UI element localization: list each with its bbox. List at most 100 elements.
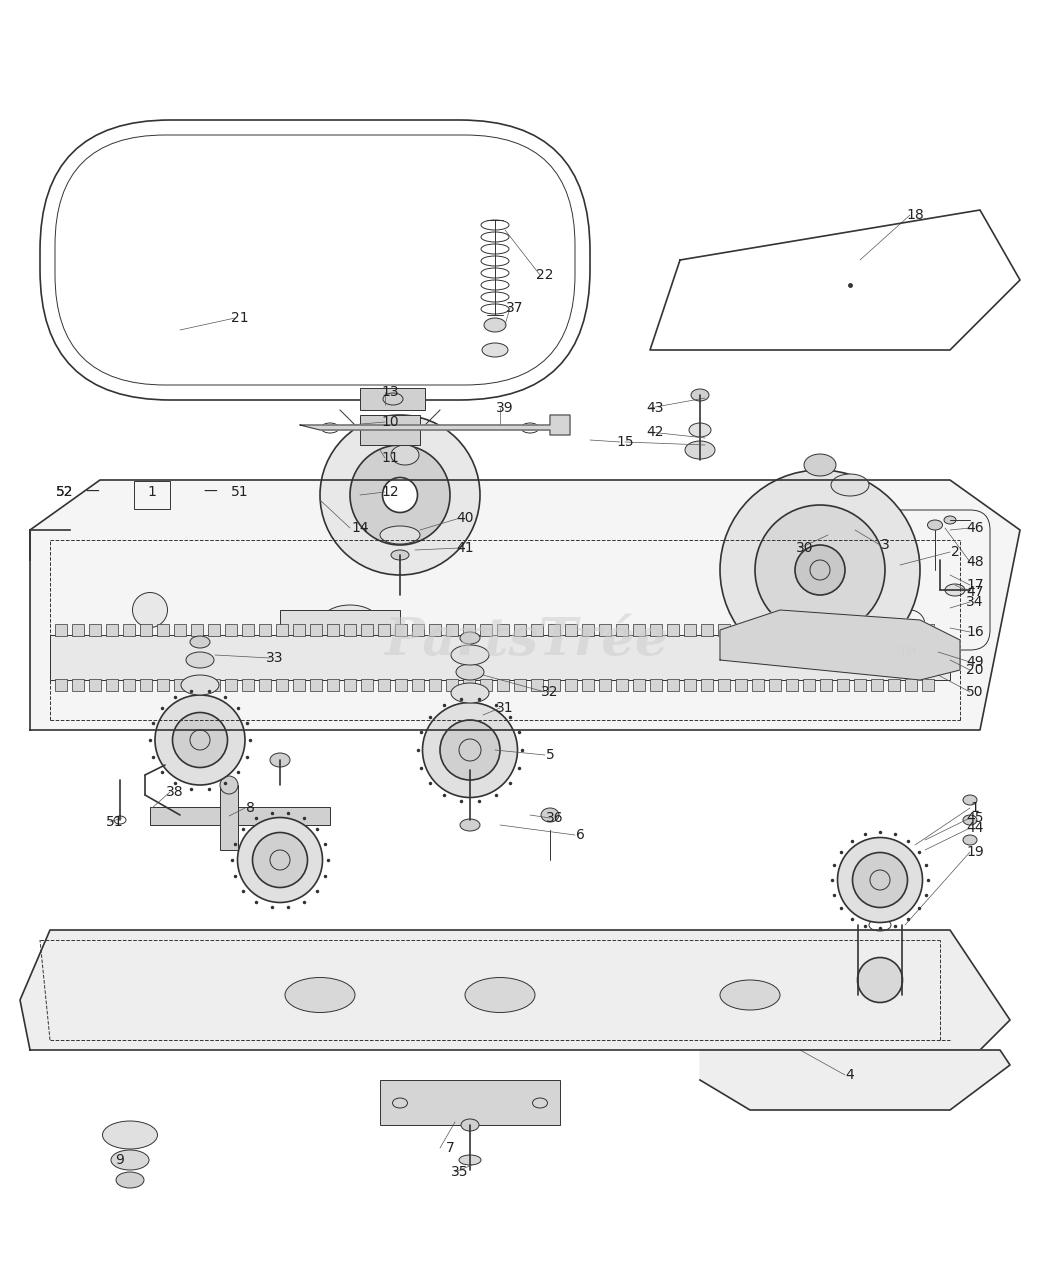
Bar (89, 623, 101, 636)
Bar (55, 623, 67, 636)
Polygon shape (20, 931, 1010, 1050)
Bar (480, 623, 492, 636)
Text: 52: 52 (56, 485, 74, 499)
Text: 51: 51 (231, 485, 249, 499)
Bar (616, 623, 628, 636)
Ellipse shape (461, 1119, 479, 1132)
Bar (280, 611, 400, 666)
Bar (803, 678, 815, 691)
Bar (361, 678, 373, 691)
Bar (50, 635, 950, 680)
Bar (497, 623, 509, 636)
Bar (157, 623, 169, 636)
Bar (344, 678, 356, 691)
Bar (888, 678, 901, 691)
Bar (463, 678, 476, 691)
Text: 44: 44 (966, 820, 984, 835)
Bar (701, 678, 713, 691)
Ellipse shape (116, 1172, 144, 1188)
Bar (191, 678, 203, 691)
Bar (360, 415, 420, 445)
Bar (225, 623, 237, 636)
Text: 14: 14 (351, 521, 369, 535)
Bar (633, 623, 645, 636)
Ellipse shape (423, 703, 518, 797)
Text: 7: 7 (446, 1140, 454, 1155)
Bar (905, 623, 917, 636)
Bar (72, 678, 84, 691)
Text: 11: 11 (381, 451, 399, 465)
Bar (803, 623, 815, 636)
Bar (871, 678, 883, 691)
Bar (531, 623, 543, 636)
Ellipse shape (380, 526, 420, 544)
Ellipse shape (852, 852, 908, 908)
Polygon shape (31, 480, 1020, 730)
Text: PartsTrée: PartsTrée (384, 614, 668, 666)
Ellipse shape (102, 1121, 158, 1149)
Bar (514, 623, 526, 636)
Bar (735, 623, 747, 636)
Bar (225, 678, 237, 691)
Ellipse shape (809, 639, 831, 660)
Bar (446, 623, 458, 636)
Ellipse shape (285, 978, 355, 1012)
Bar (565, 678, 576, 691)
Bar (701, 623, 713, 636)
Bar (820, 678, 832, 691)
Text: 35: 35 (451, 1165, 469, 1179)
Bar (276, 678, 288, 691)
Bar (769, 623, 781, 636)
Bar (905, 678, 917, 691)
Ellipse shape (541, 808, 559, 822)
Ellipse shape (460, 632, 480, 644)
Ellipse shape (691, 389, 709, 401)
Bar (429, 623, 441, 636)
Text: 52: 52 (56, 485, 74, 499)
Text: 33: 33 (266, 652, 284, 666)
Ellipse shape (459, 1155, 481, 1165)
Ellipse shape (831, 474, 869, 497)
Ellipse shape (323, 605, 378, 635)
Bar (360, 388, 425, 410)
Bar (599, 678, 611, 691)
Bar (157, 678, 169, 691)
Ellipse shape (720, 980, 780, 1010)
Bar (242, 623, 254, 636)
Text: 34: 34 (966, 595, 984, 609)
Bar (820, 623, 832, 636)
Bar (276, 623, 288, 636)
Text: 43: 43 (646, 401, 664, 415)
Bar (134, 481, 170, 509)
Text: 42: 42 (646, 425, 664, 439)
Bar (735, 678, 747, 691)
Text: 47: 47 (966, 585, 984, 599)
Ellipse shape (482, 343, 508, 357)
Bar (684, 623, 696, 636)
Polygon shape (300, 415, 570, 435)
Text: 15: 15 (616, 435, 633, 449)
Bar (140, 678, 151, 691)
Bar (106, 678, 118, 691)
Bar (140, 623, 151, 636)
Text: 16: 16 (966, 625, 984, 639)
Bar (344, 623, 356, 636)
Bar (327, 678, 339, 691)
Bar (220, 785, 238, 850)
Bar (582, 623, 594, 636)
Ellipse shape (270, 753, 290, 767)
Bar (480, 678, 492, 691)
Ellipse shape (804, 454, 836, 476)
Bar (55, 678, 67, 691)
Ellipse shape (945, 584, 965, 596)
Ellipse shape (963, 795, 977, 805)
Bar (429, 678, 441, 691)
Ellipse shape (456, 664, 484, 680)
Bar (89, 678, 101, 691)
Bar (191, 623, 203, 636)
Ellipse shape (720, 470, 920, 669)
Ellipse shape (928, 520, 943, 530)
Text: 5: 5 (546, 748, 554, 762)
Text: 19: 19 (966, 845, 984, 859)
Ellipse shape (155, 695, 245, 785)
